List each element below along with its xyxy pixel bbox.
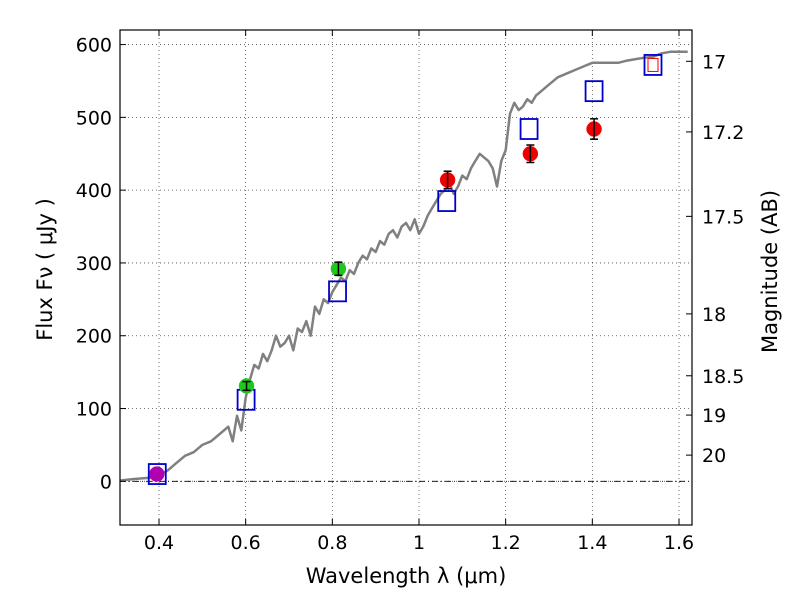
y-tick-label: 500 — [76, 107, 112, 129]
y-tick-label: 200 — [76, 326, 112, 348]
y-axis-title: Flux Fν ( μJy ) — [33, 198, 57, 341]
x-tick-label: 1.4 — [577, 532, 607, 554]
y-tick-label: 100 — [76, 399, 112, 421]
right-tick-label: 20 — [702, 445, 726, 467]
spectrum-line — [119, 50, 688, 482]
y-tick-label: 600 — [76, 35, 112, 57]
right-tick-label: 17.5 — [702, 206, 744, 228]
x-tick-label: 1 — [413, 532, 425, 554]
model-square-inner — [647, 57, 659, 72]
y-tick-label: 0 — [100, 471, 112, 493]
x-tick-label: 0.8 — [317, 532, 347, 554]
model-square — [328, 280, 347, 303]
marker-layer — [147, 54, 663, 485]
model-square — [643, 54, 663, 76]
spectrum-layer — [119, 50, 688, 482]
plot-frame — [119, 29, 693, 526]
x-axis-title: Wavelength λ (μm) — [306, 564, 507, 588]
model-square — [147, 463, 167, 485]
tick-label-layer: 0.4 0.6 0.8 1 1.2 1.4 1.6 0 100 200 300 400 500 600 17… — [76, 35, 745, 554]
y-tick-label: 400 — [76, 180, 112, 202]
tick-layer — [120, 30, 692, 525]
right-axis-title: Magnitude (AB) — [758, 190, 782, 353]
right-tick-label: 17 — [702, 51, 726, 73]
right-tick-label: 18 — [702, 304, 726, 326]
model-square — [584, 80, 604, 103]
right-tick-label: 19 — [702, 405, 726, 427]
x-tick-label: 1.6 — [664, 532, 694, 554]
model-square — [437, 190, 457, 212]
x-tick-label: 0.4 — [144, 532, 174, 554]
data-point — [149, 466, 165, 482]
x-tick-label: 1.2 — [491, 532, 521, 554]
y-tick-label: 300 — [76, 253, 112, 275]
right-tick-label: 18.5 — [702, 366, 744, 388]
x-tick-label: 0.6 — [231, 532, 261, 554]
grid-layer — [120, 30, 692, 525]
model-square — [519, 118, 539, 140]
right-tick-label: 17.2 — [702, 122, 744, 144]
